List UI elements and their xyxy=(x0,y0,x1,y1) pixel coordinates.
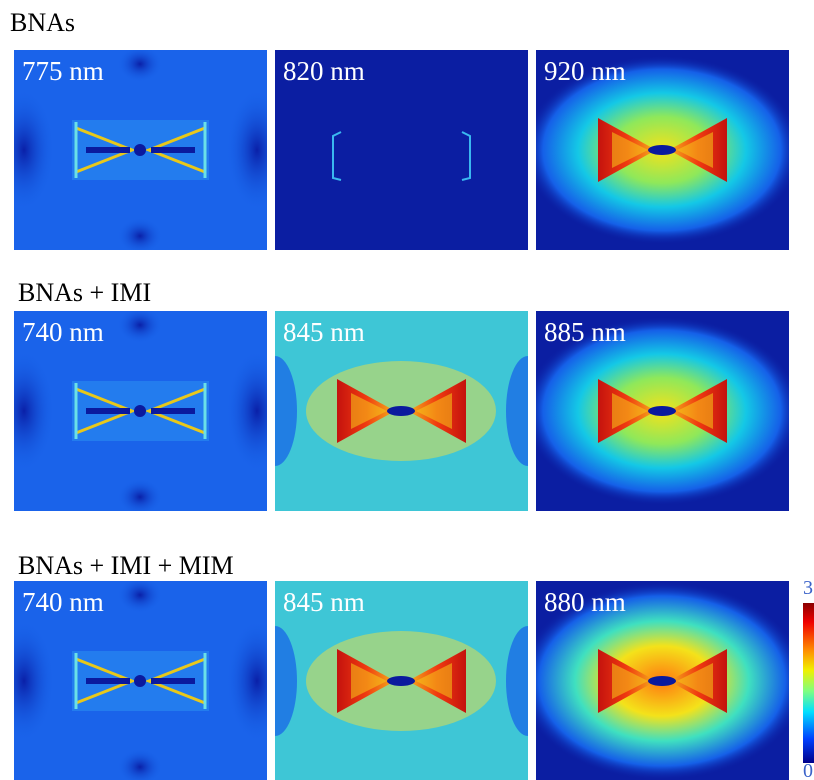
colorbar-min: 0 xyxy=(803,760,813,780)
field-map: 845 nm xyxy=(275,581,528,780)
wavelength-label: 920 nm xyxy=(544,56,626,87)
wavelength-label: 885 nm xyxy=(544,317,626,348)
wavelength-label: 775 nm xyxy=(22,56,104,87)
figure: 3 0 BNAs 775 nm 820 nm 920 nm BNAs + IMI … xyxy=(0,0,814,780)
field-map: 820 nm xyxy=(275,50,528,250)
field-map: 880 nm xyxy=(536,581,789,780)
field-map: 920 nm xyxy=(536,50,789,250)
field-map: 885 nm xyxy=(536,311,789,511)
wavelength-label: 845 nm xyxy=(283,317,365,348)
wavelength-label: 820 nm xyxy=(283,56,365,87)
field-map: 845 nm xyxy=(275,311,528,511)
field-map: 775 nm xyxy=(14,50,267,250)
colorbar-max: 3 xyxy=(803,577,813,600)
row-label: BNAs + IMI xyxy=(18,278,151,308)
wavelength-label: 740 nm xyxy=(22,317,104,348)
row-label: BNAs xyxy=(10,8,75,38)
field-map: 740 nm xyxy=(14,581,267,780)
row-label: BNAs + IMI + MIM xyxy=(18,551,234,581)
wavelength-label: 880 nm xyxy=(544,587,626,618)
wavelength-label: 845 nm xyxy=(283,587,365,618)
wavelength-label: 740 nm xyxy=(22,587,104,618)
field-map: 740 nm xyxy=(14,311,267,511)
colorbar xyxy=(803,603,814,763)
